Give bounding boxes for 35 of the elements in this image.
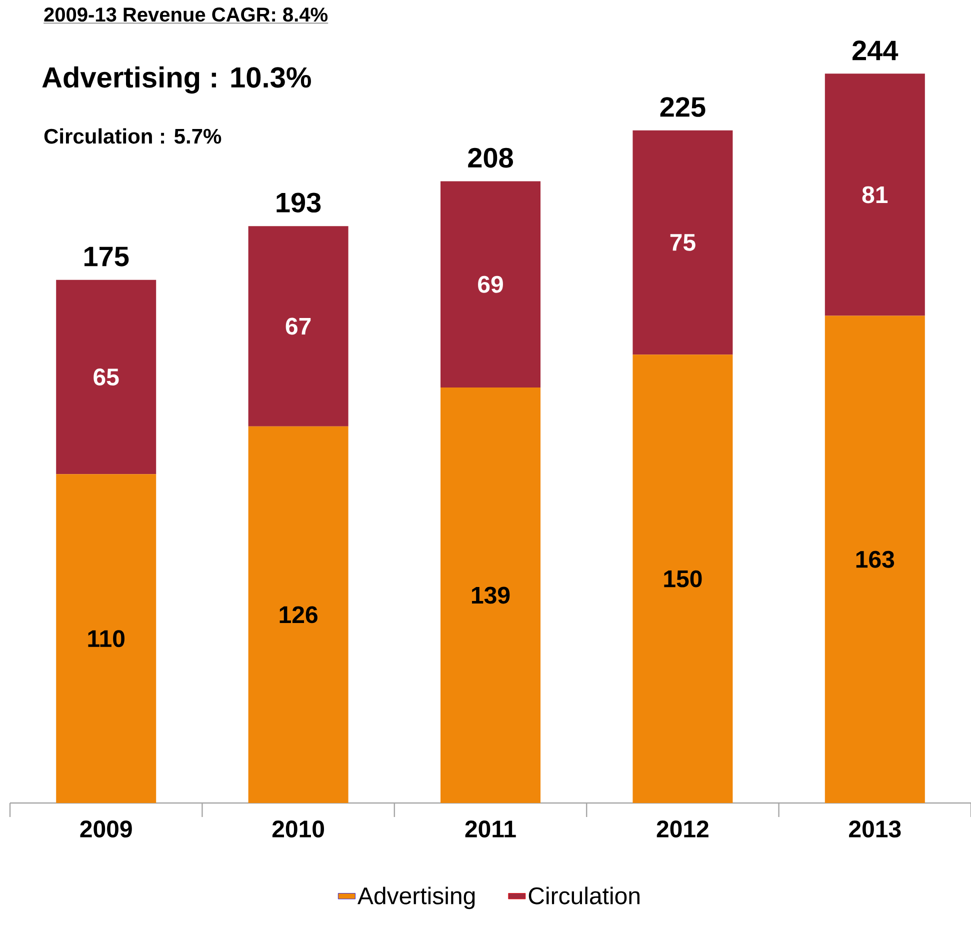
x-tick-label: 2009	[80, 820, 132, 838]
chart-title: 2009-13 Revenue CAGR: 8.4%	[44, 8, 328, 22]
bar	[824, 74, 925, 316]
bar	[56, 280, 156, 474]
legend-label: Circulation	[528, 886, 640, 904]
bar	[824, 316, 925, 803]
x-tick-label: 2012	[656, 820, 708, 838]
bar	[440, 388, 541, 803]
bar	[440, 181, 541, 388]
data-label: 126	[280, 606, 318, 624]
data-label: 81	[862, 186, 888, 204]
total-label: 225	[660, 97, 706, 117]
bar	[248, 426, 348, 803]
bar	[248, 226, 348, 426]
data-label: 65	[94, 368, 119, 386]
data-label: 139	[472, 586, 510, 604]
bar	[56, 474, 156, 803]
legend-label: Advertising	[358, 886, 475, 910]
total-label: 244	[852, 40, 898, 60]
data-label: 163	[856, 550, 894, 568]
data-label: 69	[478, 276, 503, 293]
annotation: Circulation : 5.7%	[44, 128, 222, 144]
data-label: 75	[670, 234, 696, 251]
x-tick-label: 2010	[272, 820, 324, 838]
bar	[632, 354, 733, 803]
total-label: 208	[468, 148, 513, 168]
total-label: 175	[84, 246, 129, 266]
data-label: 150	[664, 570, 702, 588]
annotation: Advertising : 10.3%	[42, 66, 311, 94]
x-tick-label: 2013	[849, 820, 901, 838]
total-label: 193	[276, 192, 321, 213]
data-label: 67	[286, 318, 311, 335]
bar	[632, 130, 733, 355]
data-label: 110	[88, 630, 124, 648]
x-tick-label: 2011	[465, 820, 516, 838]
